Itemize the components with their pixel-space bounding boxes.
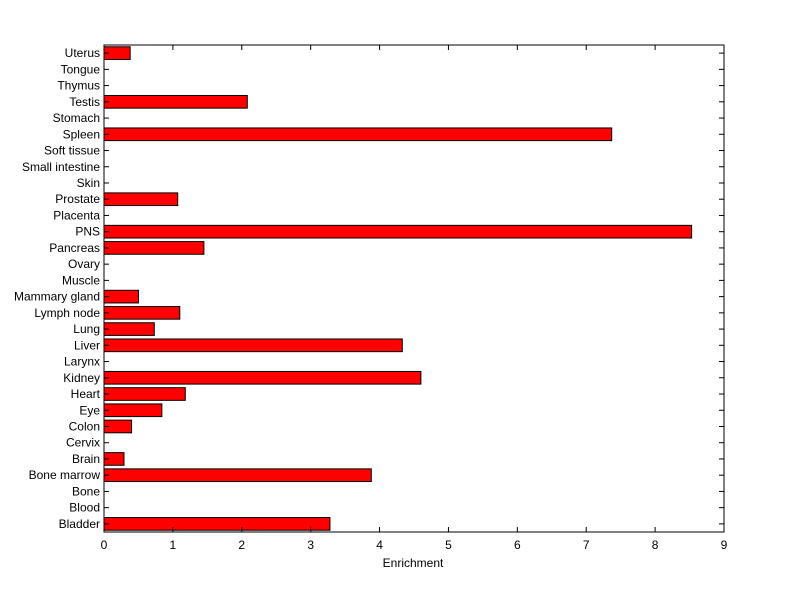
y-tick-label: Colon (69, 419, 100, 433)
x-tick-label: 2 (238, 538, 245, 552)
x-tick-label: 7 (583, 538, 590, 552)
bar-pancreas (103, 241, 205, 255)
y-tick-label: Lymph node (34, 306, 100, 320)
bar-spleen (103, 127, 613, 142)
bar-liver (103, 338, 403, 353)
x-tick-label: 1 (170, 538, 177, 552)
y-tick-label: Bone marrow (29, 468, 101, 482)
x-tick-label: 3 (307, 538, 314, 552)
y-tick-label: Tongue (61, 62, 101, 76)
x-axis-label: Enrichment (383, 556, 444, 570)
x-tick-label: 0 (101, 538, 108, 552)
y-tick-label: Placenta (53, 208, 100, 222)
y-tick-label: Eye (79, 403, 100, 417)
bar-heart (103, 387, 186, 401)
bar-prostate (103, 192, 179, 207)
bar-bone-marrow (103, 468, 372, 483)
y-tick-label: Mammary gland (14, 290, 100, 304)
bar-lymph-node (103, 306, 181, 320)
bar-eye (103, 403, 163, 418)
x-tick-label: 9 (721, 538, 728, 552)
bar-bladder (103, 517, 331, 531)
y-tick-label: PNS (75, 225, 100, 239)
y-tick-label: Blood (69, 501, 100, 515)
plot-frame (103, 44, 725, 533)
x-tick-label: 5 (445, 538, 452, 552)
y-tick-label: Pancreas (49, 241, 100, 255)
y-tick-label: Heart (71, 387, 101, 401)
y-tick-label: Thymus (57, 79, 100, 93)
y-tick-label: Kidney (63, 371, 100, 385)
y-tick-label: Lung (73, 322, 100, 336)
bar-mammary-gland (103, 289, 139, 304)
y-tick-label: Prostate (55, 192, 100, 206)
x-tick-labels: 0 1 2 3 4 5 6 7 8 9 (101, 538, 728, 552)
y-tick-label: Bladder (59, 517, 100, 531)
y-tick-label: Cervix (66, 436, 100, 450)
y-tick-label: Muscle (62, 273, 100, 287)
bar-kidney (103, 370, 422, 385)
y-tick-label: Bone (72, 484, 100, 498)
x-tick-label: 4 (376, 538, 383, 552)
y-tick-label: Ovary (68, 257, 100, 271)
x-tick-label: 8 (652, 538, 659, 552)
y-tick-label: Testis (69, 95, 100, 109)
y-tick-label: Larynx (64, 355, 100, 369)
y-tick-label: Small intestine (22, 160, 100, 174)
y-tick-label: Liver (74, 338, 100, 352)
y-tick-label: Spleen (63, 127, 100, 141)
y-tick-label: Stomach (53, 111, 100, 125)
y-tick-label: Brain (72, 452, 100, 466)
bar-testis (103, 94, 248, 109)
ticks-group (103, 45, 725, 532)
y-tick-labels: Bladder Blood Bone Bone marrow Brain Cervix Co… (14, 46, 101, 531)
plot-background (104, 45, 724, 532)
bar-pns (103, 224, 693, 239)
y-tick-label: Soft tissue (44, 144, 100, 158)
y-tick-label: Skin (77, 176, 100, 190)
x-tick-label: 6 (514, 538, 521, 552)
y-tick-label: Uterus (65, 46, 100, 60)
bar-lung (103, 322, 155, 336)
